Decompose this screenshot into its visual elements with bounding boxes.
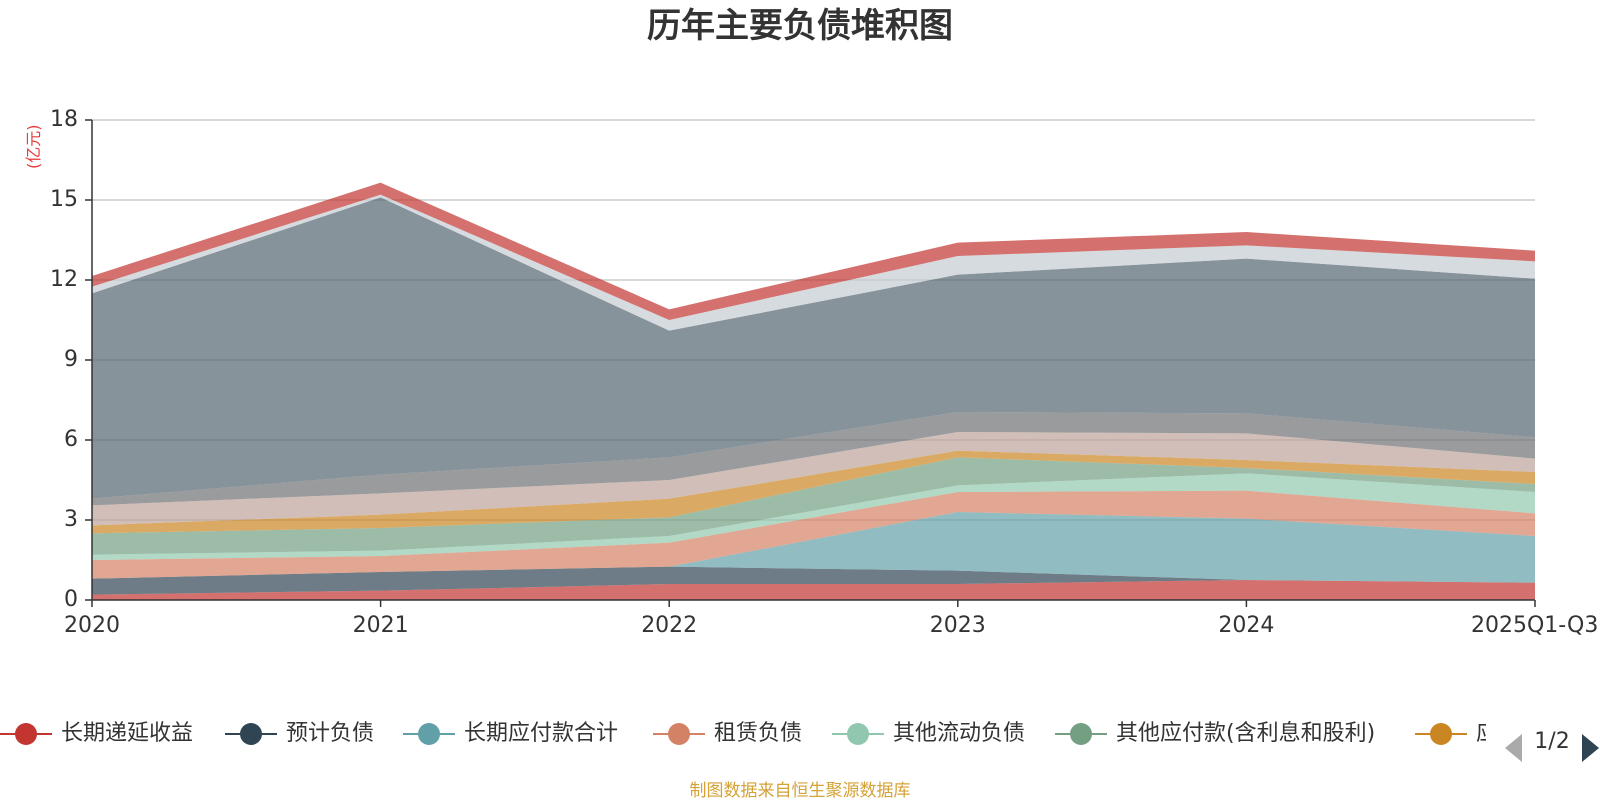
legend-circle-marker [240, 723, 262, 745]
area-series-0[interactable] [92, 580, 1535, 600]
legend-label: 长期应付款合计 [464, 721, 618, 746]
legend-label: 长期递延收益 [61, 721, 193, 746]
legend-circle-marker [847, 723, 869, 745]
legend-item-truncated[interactable]: 应 [1415, 721, 1498, 746]
y-tick-label: 3 [64, 507, 78, 532]
y-tick-label: 18 [50, 107, 78, 132]
legend-page-indicator: 1/2 [1534, 729, 1569, 754]
area-series-7[interactable] [92, 432, 1535, 526]
x-tick-label: 2024 [1218, 613, 1274, 638]
chart-title: 历年主要负债堆积图 [647, 6, 953, 46]
area-series-10[interactable] [92, 194, 1535, 331]
legend-label: 其他应付款(含利息和股利) [1116, 721, 1375, 746]
legend-circle-marker [418, 723, 440, 745]
x-axis-ticks: 2020 2021 2022 2023 2024 2025Q1-Q3 [64, 600, 1598, 638]
legend-item-1[interactable]: 预计负债 [225, 721, 374, 746]
area-series-9[interactable] [92, 197, 1535, 499]
y-tick-label: 6 [64, 427, 78, 452]
area-series-11[interactable] [92, 182, 1535, 320]
x-tick-label: 2022 [641, 613, 697, 638]
y-tick-label: 12 [50, 267, 78, 292]
legend-item-4[interactable]: 其他流动负债 [832, 721, 1025, 746]
area-series-6[interactable] [92, 450, 1535, 534]
x-tick-label: 2023 [930, 613, 986, 638]
data-source-note: 制图数据来自恒生聚源数据库 [689, 781, 911, 801]
legend-next-arrow-icon[interactable] [1582, 734, 1599, 762]
y-tick-label: 0 [64, 587, 78, 612]
legend-item-0[interactable]: 长期递延收益 [0, 721, 193, 746]
x-tick-label: 2025Q1-Q3 [1471, 613, 1598, 638]
area-series [92, 182, 1535, 600]
legend-label: 租赁负债 [714, 721, 802, 746]
legend-label: 预计负债 [286, 721, 374, 746]
area-series-3[interactable] [92, 490, 1535, 579]
legend-label-truncated: 应 [1476, 721, 1498, 746]
y-axis-ticks: 0 3 6 9 12 15 18 [50, 107, 92, 612]
area-series-2[interactable] [92, 512, 1535, 583]
x-tick-label: 2021 [353, 613, 409, 638]
legend-prev-arrow-icon[interactable] [1505, 734, 1522, 762]
legend: 长期递延收益 预计负债 长期应付款合计 租赁负债 其他流动负债 其他应付款(含利息和股利)… [0, 721, 1498, 746]
legend-pager: 1/2 [1505, 729, 1599, 762]
legend-circle-marker [668, 723, 690, 745]
legend-circle-marker [1070, 723, 1092, 745]
area-series-5[interactable] [92, 457, 1535, 555]
legend-circle-marker [1430, 723, 1452, 745]
area-series-8[interactable] [92, 412, 1535, 506]
legend-item-2[interactable]: 长期应付款合计 [403, 721, 618, 746]
legend-label: 其他流动负债 [893, 721, 1025, 746]
legend-item-3[interactable]: 租赁负债 [653, 721, 802, 746]
y-tick-label: 9 [64, 347, 78, 372]
y-tick-label: 15 [50, 187, 78, 212]
area-series-4[interactable] [92, 473, 1535, 560]
area-series-1[interactable] [92, 566, 1535, 595]
x-tick-label: 2020 [64, 613, 120, 638]
legend-item-5[interactable]: 其他应付款(含利息和股利) [1055, 721, 1375, 746]
legend-circle-marker [15, 723, 37, 745]
